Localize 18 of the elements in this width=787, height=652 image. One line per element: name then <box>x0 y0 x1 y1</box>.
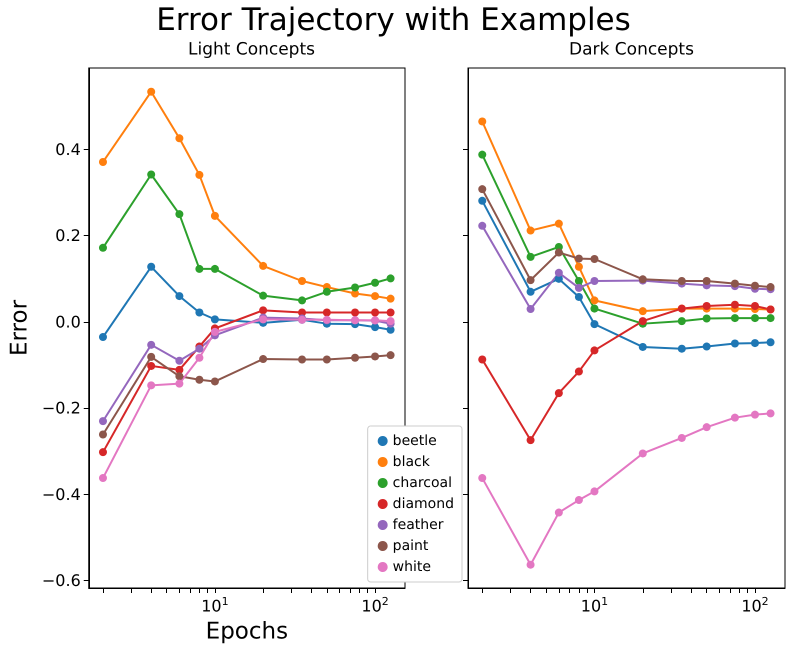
chart-title: Error Trajectory with Examples <box>155 2 632 38</box>
legend-label: feather <box>392 517 444 533</box>
legend-label: charcoal <box>392 475 452 491</box>
y-tick-label: −0.6 <box>42 571 81 590</box>
chart-title: Dark Concepts <box>569 40 694 60</box>
y-tick-label: 0.0 <box>55 312 81 332</box>
x-axis-title: Epochs <box>206 618 288 644</box>
chart-subtitle: Light Concepts <box>188 40 316 60</box>
y-tick-label: 0.4 <box>55 140 81 159</box>
legend-label: white <box>392 559 432 575</box>
y-tick-label: 0.2 <box>55 226 81 246</box>
legend-label: diamond <box>392 496 454 512</box>
legend-label: beetle <box>392 433 437 449</box>
legend-label: black <box>392 454 431 470</box>
y-axis-title: Error <box>6 299 32 356</box>
y-tick-label: −0.2 <box>42 398 81 418</box>
legend-label: paint <box>392 538 429 554</box>
y-tick-label: −0.4 <box>42 484 81 504</box>
